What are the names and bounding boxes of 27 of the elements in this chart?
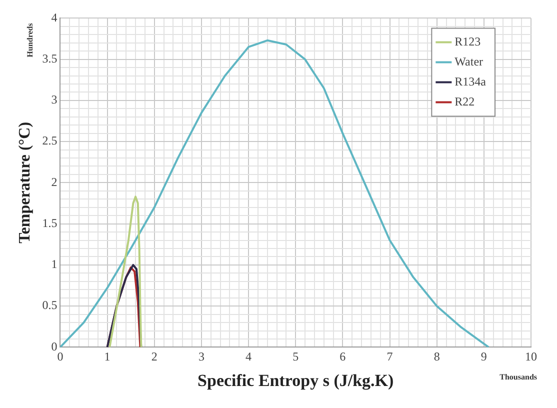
y-tick-label: 2 xyxy=(51,174,58,189)
text: Thousands xyxy=(500,372,537,382)
legend-label: R123 xyxy=(454,34,481,48)
x-tick-label: 1 xyxy=(104,350,110,364)
y-axis-title: Temperature (°C) xyxy=(16,122,34,244)
y-tick-label: 3 xyxy=(51,92,58,107)
x-tick-label: 8 xyxy=(434,350,440,364)
x-tick-label: 6 xyxy=(340,350,346,364)
x-tick-label: 9 xyxy=(480,350,487,364)
legend-label: R134a xyxy=(454,74,487,88)
y-tick-label: 1 xyxy=(51,257,58,272)
legend-label: R22 xyxy=(454,94,475,108)
x-tick-label: 2 xyxy=(151,350,158,364)
y-tick-label: 1.5 xyxy=(42,216,58,230)
y-tick-label: 0.5 xyxy=(42,298,58,312)
legend-label: Water xyxy=(454,54,484,68)
x-tick-label: 4 xyxy=(246,350,252,364)
x-tick-label: 5 xyxy=(292,350,299,364)
x-tick-label: 7 xyxy=(386,350,393,364)
y-tick-label: 0 xyxy=(51,339,58,354)
x-tick-label: 3 xyxy=(198,350,204,364)
y-tick-label: 2.5 xyxy=(42,134,58,148)
y-tick-label: 4 xyxy=(51,10,58,24)
y-tick-label: 3.5 xyxy=(42,51,58,66)
x-tick-label: 10 xyxy=(525,350,537,364)
x-axis-title: Specific Entropy s (J/kg.K) xyxy=(198,371,394,390)
text: Hundreds xyxy=(25,23,34,58)
